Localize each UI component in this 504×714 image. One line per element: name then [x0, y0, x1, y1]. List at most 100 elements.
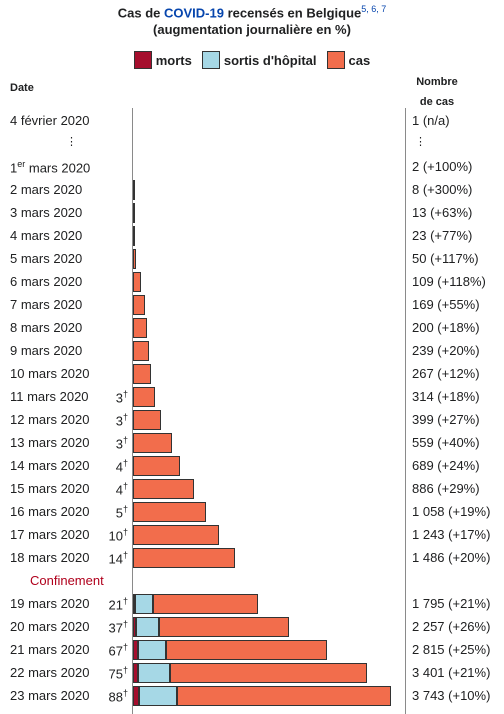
legend-item-cas: cas	[326, 51, 371, 69]
chart-row: 18 mars 2020 14† 1 486 (+20%)	[0, 546, 504, 568]
deaths-label: 21†	[108, 596, 128, 613]
date-label: 21 mars 2020	[10, 642, 90, 657]
date-label: 15 mars 2020	[10, 481, 90, 496]
count-column-header: Nombre de cas	[402, 72, 472, 112]
count-label: 169 (+55%)	[412, 297, 480, 312]
count-label: 1 243 (+17%)	[412, 527, 491, 542]
deaths-label: 4†	[115, 481, 128, 498]
date-column-header: Date	[10, 82, 34, 94]
date-label: 3 mars 2020	[10, 205, 83, 220]
date-label: 16 mars 2020	[10, 504, 90, 519]
date-label: 9 mars 2020	[10, 343, 83, 358]
legend-item-morts: morts	[133, 51, 192, 69]
date-label: 5 mars 2020	[10, 251, 83, 266]
date-label: 19 mars 2020	[10, 596, 90, 611]
chart-row: 3 mars 2020 13 (+63%)	[0, 201, 504, 223]
chart-row: 8 mars 2020 200 (+18%)	[0, 316, 504, 338]
count-label: 50 (+117%)	[412, 251, 479, 266]
deaths-label: 3†	[115, 412, 128, 429]
chart-row: 12 mars 2020 3† 399 (+27%)	[0, 408, 504, 430]
count-label: 1 486 (+20%)	[412, 550, 491, 565]
bar-segment-cas	[133, 341, 149, 361]
date-label: 23 mars 2020	[10, 688, 90, 703]
date-ellipsis: ⋮	[66, 136, 77, 148]
date-label: 4 février 2020	[10, 113, 90, 128]
bar-segment-cas	[133, 272, 141, 292]
deaths-label: 3†	[115, 435, 128, 452]
date-label: 6 mars 2020	[10, 274, 83, 289]
count-label: 13 (+63%)	[412, 205, 473, 220]
bar-segment-sortis	[139, 686, 177, 706]
bar-segment-sortis	[138, 640, 166, 660]
legend-item-sortis: sortis d'hôpital	[201, 51, 317, 69]
bar-segment-cas	[153, 594, 258, 614]
bar-segment-cas	[159, 617, 289, 637]
date-label: 1er mars 2020	[10, 159, 91, 176]
bar-segment-morts	[133, 617, 136, 637]
count-label: 200 (+18%)	[412, 320, 480, 335]
bar-segment-morts	[133, 686, 139, 706]
date-label: 2 mars 2020	[10, 182, 83, 197]
confinement-label: Confinement	[30, 573, 104, 588]
covid-19-link[interactable]: COVID-19	[163, 5, 224, 21]
chart-subtitle: (augmentation journalière en %)	[153, 22, 351, 37]
chart-row: 9 mars 2020 239 (+20%)	[0, 339, 504, 361]
count-label: 23 (+77%)	[412, 228, 473, 243]
count-label: 8 (+300%)	[412, 182, 473, 197]
bar-segment-cas	[170, 663, 367, 683]
left-axis-line	[132, 108, 133, 714]
deaths-label: 3†	[115, 389, 128, 406]
count-label: 1 058 (+19%)	[412, 504, 491, 519]
title-references[interactable]: 5, 6, 7	[361, 4, 387, 14]
chart-row: 20 mars 2020 37† 2 257 (+26%)	[0, 615, 504, 637]
count-label: 2 (+100%)	[412, 159, 473, 174]
count-label: 3 401 (+21%)	[412, 665, 491, 680]
count-label: 3 743 (+10%)	[412, 688, 491, 703]
chart-row: 21 mars 2020 67† 2 815 (+25%)	[0, 638, 504, 660]
count-label: 1 795 (+21%)	[412, 596, 491, 611]
date-label: 12 mars 2020	[10, 412, 90, 427]
legend-label-sortis: sortis d'hôpital	[223, 52, 317, 68]
chart-row: 15 mars 2020 4† 886 (+29%)	[0, 477, 504, 499]
count-label: 314 (+18%)	[412, 389, 480, 404]
date-label: 14 mars 2020	[10, 458, 90, 473]
bar-segment-cas	[133, 502, 206, 522]
legend-label-cas: cas	[348, 52, 371, 68]
chart-row: 4 février 2020 1 (n/a)	[0, 109, 504, 131]
chart-row: 14 mars 2020 4† 689 (+24%)	[0, 454, 504, 476]
chart-row: 19 mars 2020 21† 1 795 (+21%)	[0, 592, 504, 614]
legend-swatch-cas	[326, 51, 345, 69]
count-label: 2 815 (+25%)	[412, 642, 491, 657]
bar-segment-cas	[133, 364, 151, 384]
chart-row: 23 mars 2020 88† 3 743 (+10%)	[0, 684, 504, 706]
bar-segment-morts	[133, 663, 138, 683]
bar-segment-cas	[133, 295, 145, 315]
bar-segment-cas	[133, 548, 235, 568]
bar-segment-sortis	[135, 594, 153, 614]
bar-segment-cas	[166, 640, 327, 660]
count-label: 239 (+20%)	[412, 343, 480, 358]
count-label: 399 (+27%)	[412, 412, 480, 427]
deaths-label: 37†	[108, 619, 128, 636]
deaths-label: 67†	[108, 642, 128, 659]
bar-segment-cas	[133, 249, 136, 269]
count-ellipsis: ⋮	[415, 136, 426, 148]
title-prefix: Cas de	[117, 5, 164, 21]
chart-row: 2 mars 2020 8 (+300%)	[0, 178, 504, 200]
date-label: 8 mars 2020	[10, 320, 83, 335]
legend-swatch-sortis	[201, 51, 220, 69]
right-axis-line	[405, 108, 406, 714]
legend-label-morts: morts	[155, 52, 192, 68]
bar-segment-cas	[133, 456, 180, 476]
deaths-label: 10†	[108, 527, 128, 544]
date-label: 11 mars 2020	[10, 389, 89, 404]
chart-row: 10 mars 2020 267 (+12%)	[0, 362, 504, 384]
date-label: 20 mars 2020	[10, 619, 90, 634]
date-label: 7 mars 2020	[10, 297, 83, 312]
bar-segment-cas	[133, 180, 135, 200]
bar-segment-cas	[177, 686, 391, 706]
date-label: 10 mars 2020	[10, 366, 90, 381]
date-label: 17 mars 2020	[10, 527, 90, 542]
count-label: 559 (+40%)	[412, 435, 480, 450]
chart-row: 13 mars 2020 3† 559 (+40%)	[0, 431, 504, 453]
